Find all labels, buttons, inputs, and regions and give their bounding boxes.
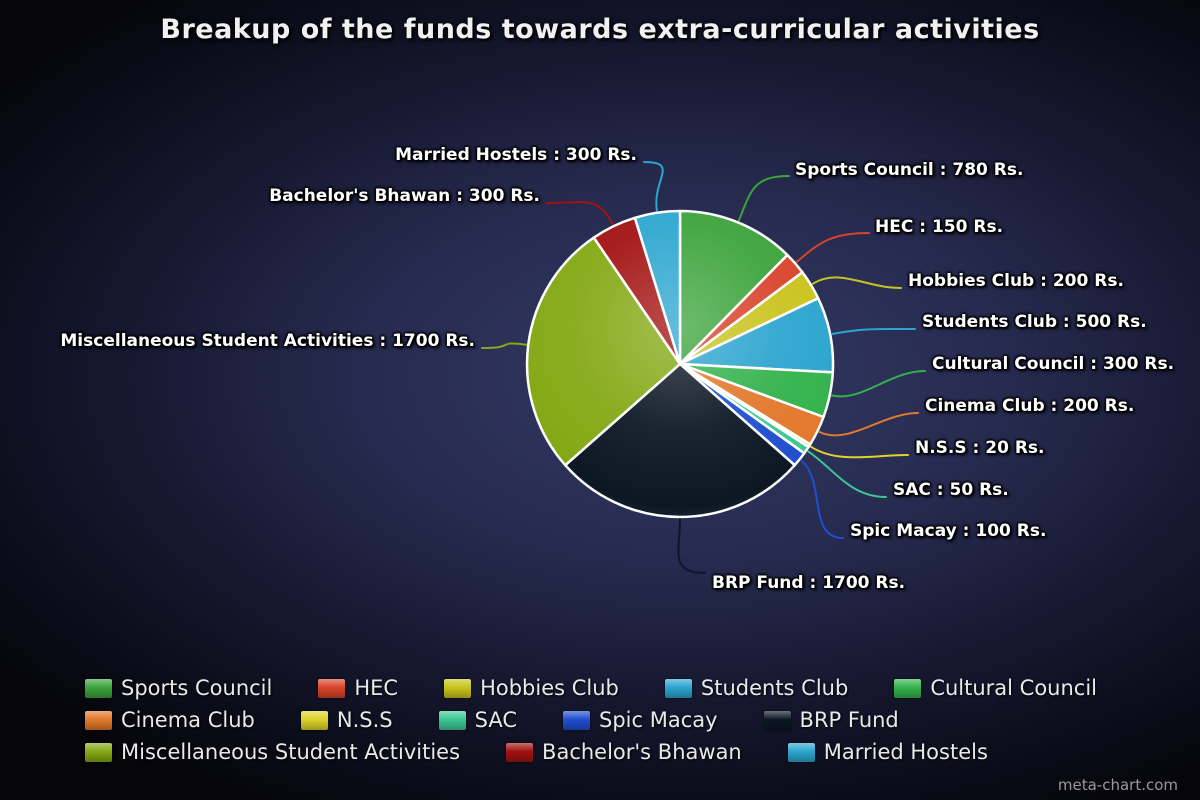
- legend-item-label: SAC: [474, 708, 517, 732]
- legend-item-label: Hobbies Club: [480, 676, 619, 700]
- legend-swatch: [300, 710, 328, 730]
- legend-item: Cinema Club: [85, 708, 255, 732]
- legend-item: Spic Macay: [563, 708, 718, 732]
- watermark: meta-chart.com: [1057, 776, 1178, 794]
- legend-item: Cultural Council: [894, 676, 1097, 700]
- slice-leader-line: [818, 412, 919, 437]
- slice-leader-line: [546, 201, 614, 226]
- slice-label: Cinema Club : 200 Rs.: [925, 396, 1135, 416]
- legend-item-label: Cultural Council: [930, 676, 1098, 700]
- slice-label: Spic Macay : 100 Rs.: [850, 521, 1047, 541]
- legend-item-label: Cinema Club: [121, 708, 255, 732]
- legend-swatch: [763, 710, 791, 730]
- legend-item-label: BRP Fund: [799, 708, 899, 732]
- legend-item: Sports Council: [85, 676, 272, 700]
- slice-leader-line: [737, 175, 790, 222]
- legend-swatch: [563, 710, 590, 730]
- slice-label: Miscellaneous Student Activities : 1700 …: [60, 331, 475, 351]
- slice-leader-line: [800, 459, 844, 539]
- legend-item-label: Bachelor's Bhawan: [542, 740, 742, 764]
- legend-item: SAC: [438, 708, 517, 732]
- chart-title: Breakup of the funds towards extra-curri…: [160, 14, 1040, 45]
- legend-item-label: Miscellaneous Student Activities: [121, 740, 461, 764]
- legend-row: Cinema Club N.S.S SAC Spic Macay BRP Fund: [85, 708, 1143, 732]
- slice-label: Cultural Council : 300 Rs.: [932, 354, 1175, 374]
- slice-leader-line: [807, 450, 887, 498]
- slice-label: Hobbies Club : 200 Rs.: [908, 271, 1124, 291]
- slice-leader-line: [830, 370, 926, 398]
- legend-swatch: [85, 742, 112, 762]
- slice-label: Students Club : 500 Rs.: [922, 312, 1147, 332]
- legend-item-label: N.S.S: [336, 708, 393, 732]
- slice-leader-line: [831, 327, 916, 335]
- slice-leader-line: [677, 518, 706, 574]
- slice-label: Sports Council : 780 Rs.: [795, 160, 1024, 180]
- slice-leader-line: [643, 161, 664, 212]
- legend-item: Bachelor's Bhawan: [506, 740, 742, 764]
- legend-item: N.S.S: [300, 708, 393, 732]
- legend-item: Hobbies Club: [444, 676, 619, 700]
- legend-swatch: [894, 678, 922, 698]
- legend-item: Students Club: [664, 676, 849, 700]
- legend-item-label: Sports Council: [121, 676, 273, 700]
- legend-row: Sports Council HEC Hobbies Club Students Cl…: [85, 676, 1143, 700]
- slice-label: N.S.S : 20 Rs.: [915, 438, 1045, 458]
- slice-leader-line: [811, 276, 902, 289]
- slice-label: SAC : 50 Rs.: [893, 480, 1009, 500]
- legend-item-label: HEC: [354, 676, 399, 700]
- slice-leader-line: [795, 232, 870, 263]
- legend-swatch: [85, 710, 112, 730]
- legend: Sports Council HEC Hobbies Club Students Cl…: [85, 676, 1143, 772]
- slice-leader-line: [810, 445, 909, 459]
- slice-leader-line: [481, 342, 528, 349]
- slice-label: Married Hostels : 300 Rs.: [395, 145, 637, 165]
- legend-item: BRP Fund: [763, 708, 899, 732]
- legend-item: Miscellaneous Student Activities: [85, 740, 460, 764]
- legend-swatch: [664, 678, 692, 698]
- legend-item-label: Spic Macay: [599, 708, 718, 732]
- legend-swatch: [787, 742, 815, 762]
- legend-swatch: [318, 678, 346, 698]
- slice-label: Bachelor's Bhawan : 300 Rs.: [269, 186, 540, 206]
- legend-row: Miscellaneous Student Activities Bachelor…: [85, 740, 1143, 764]
- legend-swatch: [438, 710, 466, 730]
- legend-swatch: [444, 678, 472, 698]
- slice-label: HEC : 150 Rs.: [875, 217, 1004, 237]
- legend-item: HEC: [318, 676, 398, 700]
- legend-item-label: Students Club: [700, 676, 849, 700]
- legend-swatch: [85, 678, 112, 698]
- legend-item: Married Hostels: [787, 740, 988, 764]
- legend-swatch: [506, 742, 534, 762]
- slice-label: BRP Fund : 1700 Rs.: [712, 573, 906, 593]
- legend-item-label: Married Hostels: [823, 740, 988, 764]
